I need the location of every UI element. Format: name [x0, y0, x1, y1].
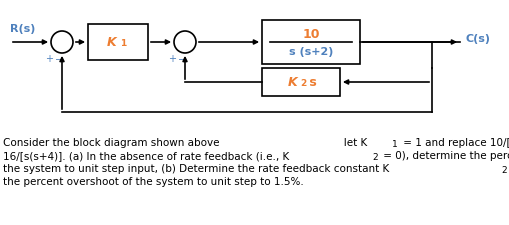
Bar: [262, 68, 340, 96]
Text: = 0), determine the percent overshoot of: = 0), determine the percent overshoot of: [379, 151, 509, 161]
Text: C(s): C(s): [465, 34, 490, 44]
Text: K: K: [287, 76, 296, 88]
Text: R(s): R(s): [10, 24, 35, 34]
Text: the system to unit step input, (b) Determine the rate feedback constant K: the system to unit step input, (b) Deter…: [3, 164, 388, 174]
Text: +: +: [167, 54, 176, 64]
Text: 1: 1: [120, 40, 126, 49]
Text: 2: 2: [299, 79, 305, 88]
Text: +: +: [45, 54, 53, 64]
Text: Consider the block diagram shown above: Consider the block diagram shown above: [3, 138, 219, 148]
Text: which will decrease: which will decrease: [507, 164, 509, 174]
Text: 10: 10: [302, 29, 319, 41]
Text: the percent overshoot of the system to unit step to 1.5%.: the percent overshoot of the system to u…: [3, 177, 303, 187]
Text: −: −: [55, 55, 63, 65]
Text: = 1 and replace 10/[s(s+20)] by: = 1 and replace 10/[s(s+20)] by: [399, 138, 509, 148]
Bar: [88, 24, 148, 60]
Text: 16/[s(s+4)]. (a) In the absence of rate feedback (i.e., K: 16/[s(s+4)]. (a) In the absence of rate …: [3, 151, 289, 161]
Text: K: K: [106, 36, 116, 49]
Text: s (s+2): s (s+2): [288, 47, 332, 57]
Text: 2: 2: [372, 153, 377, 162]
Text: s: s: [304, 76, 316, 88]
Bar: [262, 20, 359, 64]
Text: −: −: [178, 55, 186, 65]
Text: let K: let K: [282, 138, 367, 148]
Text: 1: 1: [391, 140, 398, 149]
Text: 2: 2: [500, 166, 506, 175]
